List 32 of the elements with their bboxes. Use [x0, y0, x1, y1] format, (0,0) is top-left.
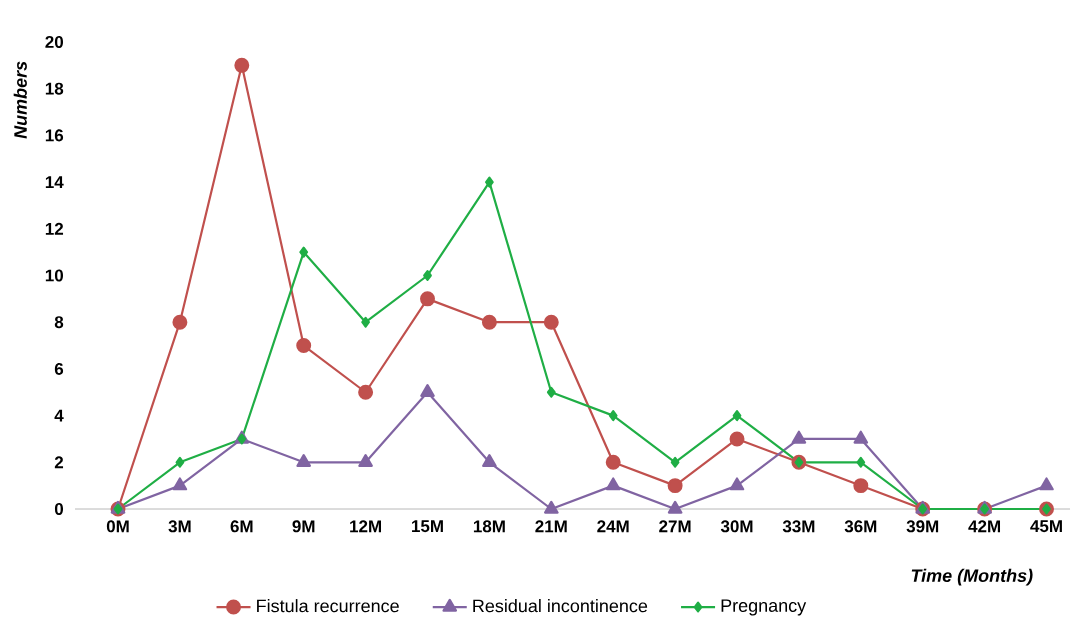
y-tick-label: 4 [54, 409, 64, 422]
x-tick-label: 27M [659, 520, 691, 533]
y-tick-label: 18 [45, 82, 64, 95]
x-tick-label: 6M [230, 520, 253, 533]
y-tick-label: 0 [54, 502, 63, 516]
x-axis-title: Time (Months) [911, 568, 1033, 586]
y-tick-label: 8 [54, 316, 64, 329]
y-tick-label: 2 [54, 456, 64, 469]
y-tick-label: 16 [45, 129, 64, 142]
x-tick-label: 42M [968, 520, 1001, 533]
x-tick-label: 18M [473, 520, 505, 533]
y-tick-label: 6 [54, 362, 64, 375]
x-tick-label: 45M [1030, 520, 1062, 533]
x-tick-label: 0M [106, 520, 129, 533]
y-tick-label: 14 [45, 176, 64, 188]
x-tick-label: 3M [168, 520, 191, 533]
y-axis-title: Numbers [13, 61, 27, 139]
x-tick-label: 36M [844, 520, 877, 533]
x-tick-label: 24M [597, 520, 629, 533]
x-tick-label: 12M [350, 520, 382, 533]
x-tick-label: 15M [412, 520, 443, 533]
x-tick-label: 30M [720, 520, 753, 533]
y-tick-label: 12 [45, 222, 64, 235]
legend-label: Residual incontinence [473, 599, 648, 613]
x-tick-label: 33M [782, 520, 815, 533]
x-tick-label: 9M [292, 520, 315, 533]
x-tick-label: 39M [906, 520, 939, 533]
x-tick-label: 21M [535, 520, 567, 533]
y-tick-label: 10 [45, 269, 63, 282]
legend-label: Pregnancy [721, 599, 807, 616]
legend-label: Fistula recurrence [257, 599, 399, 613]
y-tick-label: 20 [45, 35, 63, 48]
